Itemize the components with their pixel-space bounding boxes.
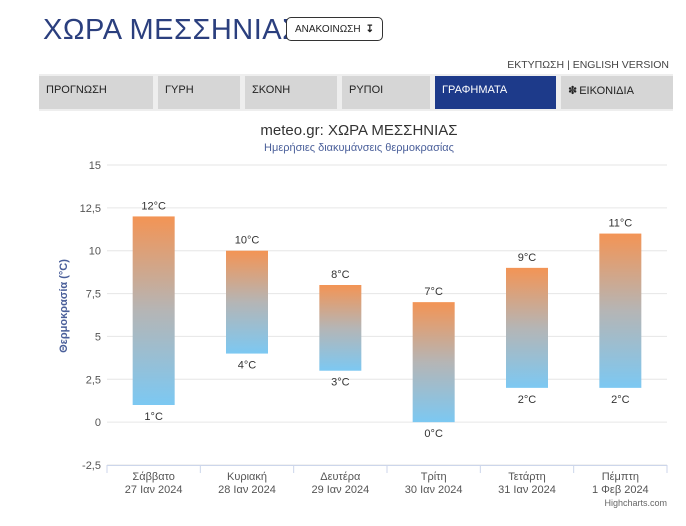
high-temp-label: 10°C (235, 235, 260, 247)
x-tick-date: 29 Ιαν 2024 (311, 484, 369, 496)
high-temp-label: 12°C (141, 200, 166, 212)
bar-series: 12°C 1°C 10°C 4°C 8°C 3°C 7°C 0°C 9°C 2°C 11°C 2°C (132, 200, 642, 440)
x-tick-date: 27 Ιαν 2024 (125, 484, 183, 496)
x-tick-day: Τρίτη (421, 471, 447, 483)
tab-bar: ΠΡΟΓΝΩΣΗ ΓΥΡΗ ΣΚΟΝΗ ΡΥΠΟΙ ΓΡΑΦΗΜΑΤΑ ✽ ΕΙΚ… (39, 74, 673, 111)
x-tick-day: Δευτέρα (320, 471, 361, 483)
tab-charts[interactable]: ΓΡΑΦΗΜΑΤΑ (435, 76, 556, 109)
low-temp-label: 1°C (144, 411, 163, 423)
y-tick-label: 5 (95, 331, 101, 343)
link-separator: | (567, 59, 570, 71)
temperature-range-bar (226, 250, 268, 354)
temperature-chart: meteo.gr: ΧΩΡΑ ΜΕΣΣΗΝΙΑΣ Ημερήσιες διακυ… (58, 122, 668, 508)
x-tick-date: 31 Ιαν 2024 (498, 484, 556, 496)
high-temp-label: 8°C (331, 269, 350, 281)
x-tick-date: 30 Ιαν 2024 (405, 484, 463, 496)
y-tick-label: 12,5 (80, 203, 101, 215)
chart-title: meteo.gr: ΧΩΡΑ ΜΕΣΣΗΝΙΑΣ (260, 122, 457, 139)
y-tick-label: 2,5 (86, 374, 101, 386)
x-tick-date: 1 Φεβ 2024 (592, 484, 649, 496)
x-tick-date: 28 Ιαν 2024 (218, 484, 276, 496)
y-tick-label: 15 (89, 160, 101, 172)
tab-pollutants[interactable]: ΡΥΠΟΙ (342, 76, 430, 109)
print-link[interactable]: ΕΚΤΥΠΩΣΗ (507, 59, 565, 71)
tab-label: ΡΥΠΟΙ (349, 84, 384, 96)
y-tick-label: 10 (89, 246, 101, 258)
tab-label: ΕΙΚΟΝΙΔΙΑ (579, 85, 634, 97)
temperature-range-bar (506, 267, 548, 388)
tab-pollen[interactable]: ΓΥΡΗ (158, 76, 240, 109)
high-temp-label: 7°C (424, 286, 443, 298)
announcement-button[interactable]: ΑΝΑΚΟΙΝΩΣΗ ↧ (286, 17, 383, 41)
chart-subtitle: Ημερήσιες διακυμάνσεις θερμοκρασίας (264, 142, 454, 154)
y-axis-title: Θερμοκρασία (°C) (58, 259, 70, 353)
tab-dust[interactable]: ΣΚΟΝΗ (245, 76, 337, 109)
highcharts-credit[interactable]: Highcharts.com (604, 498, 667, 508)
y-tick-label: 0 (95, 417, 101, 429)
temperature-range-bar (319, 285, 362, 371)
down-arrow-icon: ↧ (365, 23, 374, 35)
top-links: ΕΚΤΥΠΩΣΗ | ENGLISH VERSION (507, 59, 669, 71)
temperature-range-bar (412, 302, 455, 423)
gear-icon: ✽ (568, 85, 578, 97)
tab-icons[interactable]: ✽ ΕΙΚΟΝΙΔΙΑ (561, 76, 673, 109)
low-temp-label: 0°C (424, 428, 443, 440)
low-temp-label: 4°C (238, 360, 257, 372)
temperature-range-bar (132, 216, 175, 405)
y-tick-label: 7,5 (86, 289, 101, 301)
tab-label: ΠΡΟΓΝΩΣΗ (46, 84, 107, 96)
english-version-link[interactable]: ENGLISH VERSION (572, 59, 669, 71)
tab-forecast[interactable]: ΠΡΟΓΝΩΣΗ (39, 76, 153, 109)
tab-label: ΓΥΡΗ (165, 84, 194, 96)
temperature-range-bar (599, 233, 642, 388)
low-temp-label: 2°C (518, 394, 537, 406)
x-tick-day: Σάββατο (132, 471, 174, 483)
x-tick-day: Κυριακή (227, 471, 267, 483)
low-temp-label: 3°C (331, 377, 350, 389)
page-title: ΧΩΡΑ ΜΕΣΣΗΝΙΑΣ (43, 14, 301, 46)
high-temp-label: 11°C (608, 218, 632, 230)
low-temp-label: 2°C (611, 394, 630, 406)
announcement-label: ΑΝΑΚΟΙΝΩΣΗ (295, 23, 361, 35)
x-tick-day: Τετάρτη (508, 471, 546, 483)
tab-label: ΣΚΟΝΗ (252, 84, 291, 96)
x-tick-day: Πέμπτη (602, 471, 639, 483)
y-tick-label: -2,5 (82, 460, 101, 472)
high-temp-label: 9°C (518, 252, 537, 264)
tab-label: ΓΡΑΦΗΜΑΤΑ (442, 84, 508, 96)
